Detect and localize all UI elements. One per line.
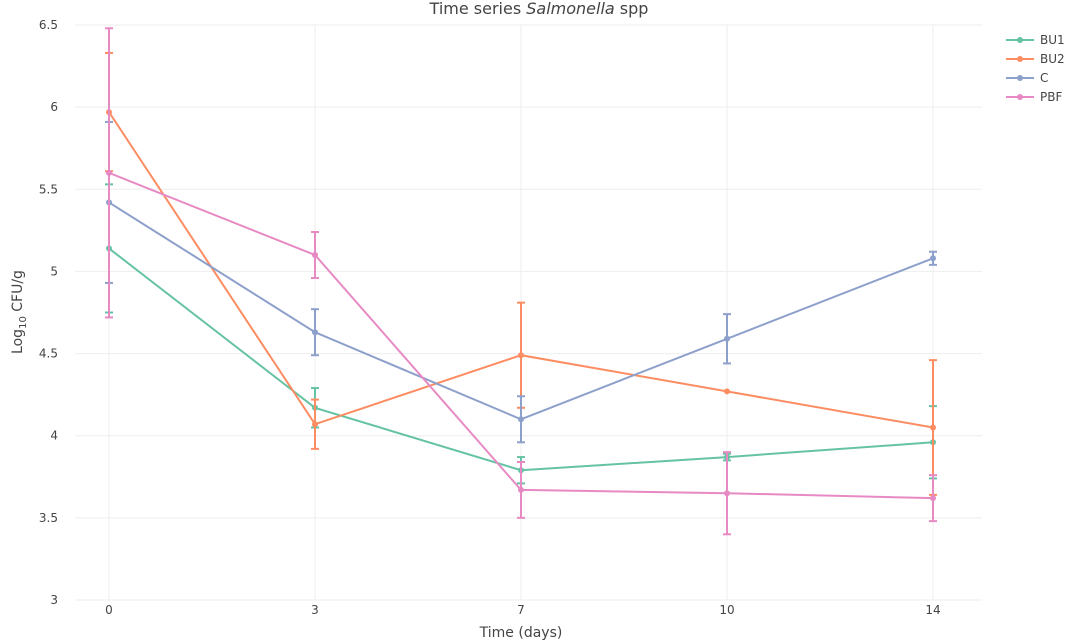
- x-tick-label: 10: [719, 603, 734, 617]
- legend-label: C: [1040, 71, 1048, 85]
- legend-item-bu2[interactable]: BU2: [1006, 52, 1065, 66]
- legend-item-bu1[interactable]: BU1: [1006, 33, 1065, 47]
- data-point: [518, 352, 524, 359]
- data-point: [312, 252, 318, 258]
- legend-label: PBF: [1040, 90, 1062, 104]
- axis-ticks: 3 3.5 4 4.5 5 5.5 6 6.5 0 3 7 10 14: [39, 18, 941, 617]
- x-tick-label: 7: [517, 603, 525, 617]
- data-point: [312, 421, 318, 428]
- legend-marker: [1017, 56, 1023, 62]
- y-tick-label: 3: [50, 593, 58, 607]
- x-tick-label: 0: [105, 603, 113, 617]
- y-tick-label: 3.5: [39, 511, 58, 525]
- data-point: [312, 329, 318, 336]
- chart-title-italic: Salmonella: [526, 0, 614, 18]
- legend-marker: [1017, 75, 1023, 81]
- x-tick-label: 3: [311, 603, 319, 617]
- data-point: [724, 388, 730, 395]
- legend-item-pbf[interactable]: PBF: [1006, 90, 1062, 104]
- series-pbf: [105, 27, 937, 536]
- gridlines: [75, 24, 982, 601]
- y-tick-label: 6: [50, 100, 58, 114]
- y-axis-title-subscript: 10: [18, 316, 29, 329]
- y-tick-label: 5: [50, 264, 58, 278]
- legend-label: BU1: [1040, 33, 1065, 47]
- y-tick-label: 4: [50, 429, 58, 443]
- data-point: [930, 255, 936, 262]
- y-axis-title: Log10 CFU/g: [10, 270, 29, 354]
- data-point: [518, 486, 524, 493]
- legend-item-c[interactable]: C: [1006, 71, 1048, 85]
- data-point: [724, 335, 730, 342]
- data-point: [930, 495, 936, 502]
- y-tick-label: 4.5: [39, 347, 58, 361]
- y-tick-label: 6.5: [39, 18, 58, 32]
- legend-label: BU2: [1040, 52, 1065, 66]
- y-tick-label: 5.5: [39, 182, 58, 196]
- x-tick-label: 14: [925, 603, 940, 617]
- legend-marker: [1017, 37, 1023, 43]
- legend-marker: [1017, 94, 1023, 100]
- x-axis-title: Time (days): [479, 625, 563, 640]
- data-point: [106, 169, 112, 176]
- legend: BU1 BU2 C PBF: [1006, 33, 1065, 104]
- data-point: [930, 424, 936, 431]
- data-point: [518, 416, 524, 423]
- data-point: [724, 490, 730, 497]
- chart-title: Time series Salmonella spp: [429, 0, 649, 18]
- series-layer: [105, 27, 937, 536]
